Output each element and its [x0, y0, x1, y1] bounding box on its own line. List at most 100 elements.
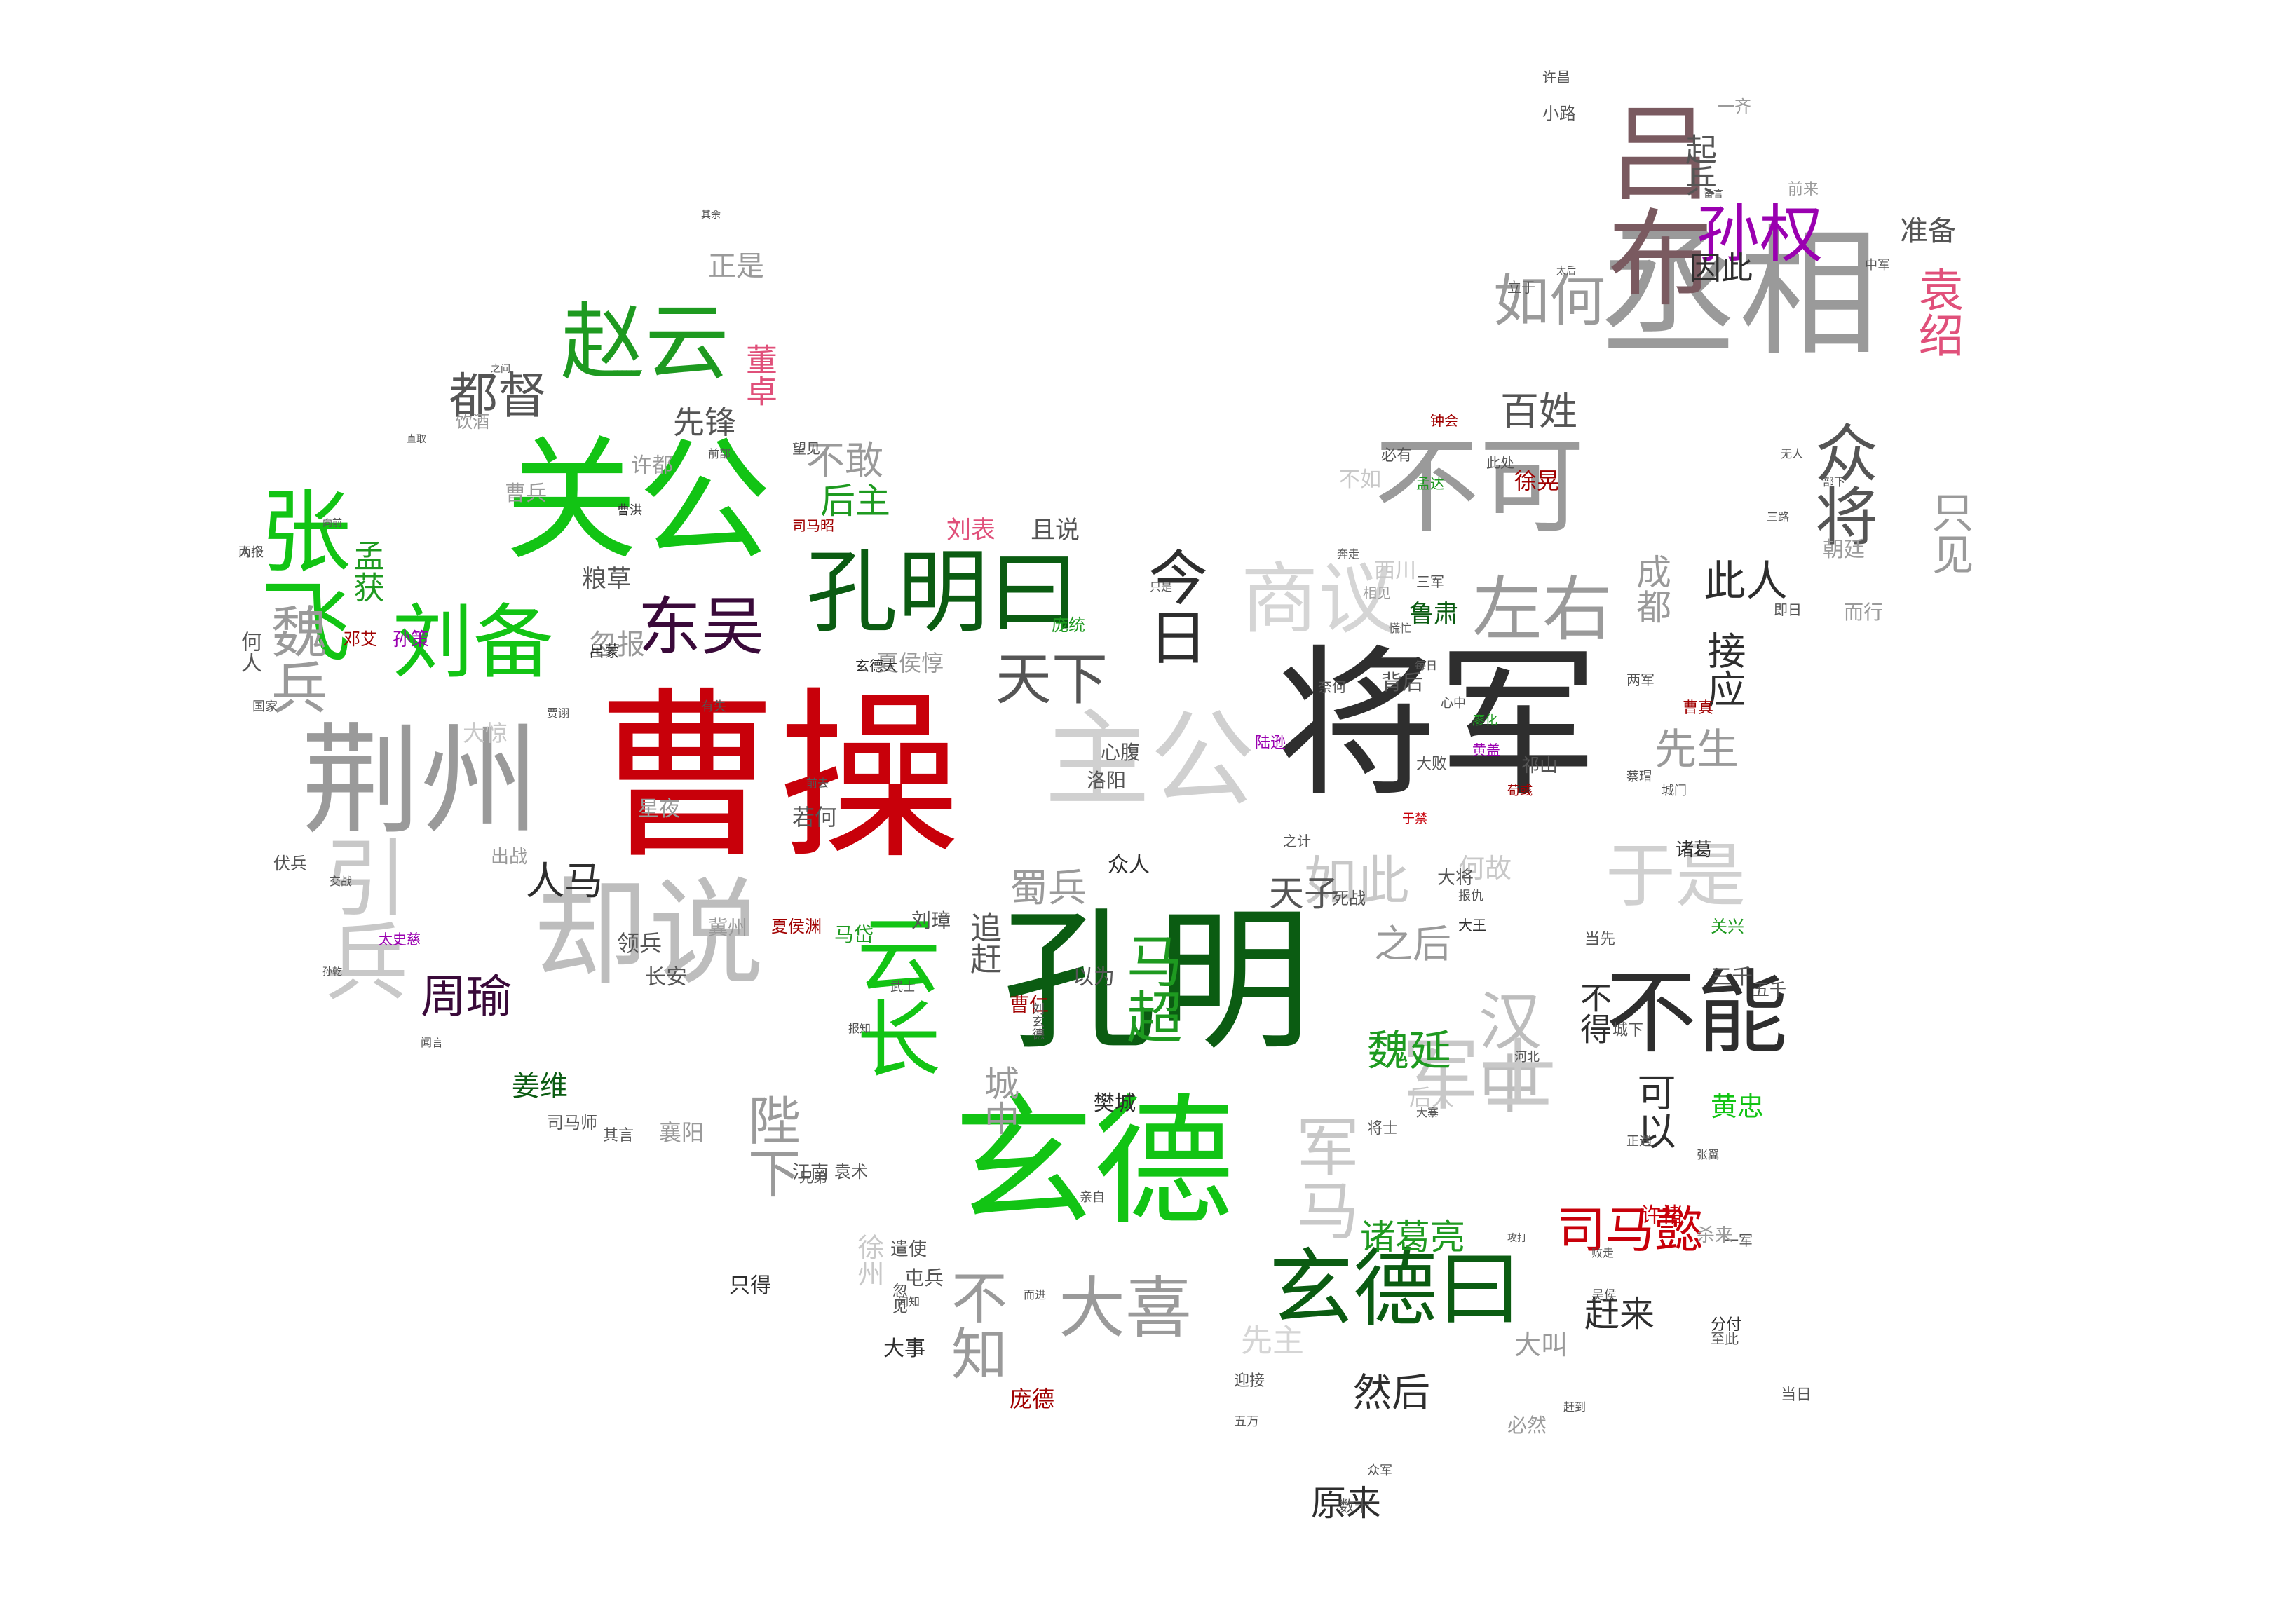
word-cloud-word: 追赶 — [965, 911, 1002, 974]
word-cloud-word: 许昌 — [1542, 69, 1570, 86]
word-cloud-word: 如此 — [1304, 850, 1410, 912]
word-cloud-word: 闻知 — [897, 1295, 921, 1309]
word-cloud-word: 百姓 — [1500, 389, 1578, 434]
word-cloud-word: 出战 — [491, 847, 528, 868]
word-cloud-word: 曹仁 — [1010, 993, 1049, 1016]
word-cloud-word: 刘备 — [393, 596, 555, 690]
word-cloud-word: 五千 — [1753, 980, 1786, 999]
word-cloud-word: 大寨 — [1416, 1106, 1439, 1119]
word-cloud-word: 大惊 — [463, 720, 508, 746]
word-cloud-word: 然后 — [1353, 1370, 1431, 1415]
word-cloud-word: 伏兵 — [273, 854, 307, 873]
word-cloud-word: 城中 — [979, 1065, 1019, 1135]
word-cloud-word: 蔡瑁 — [1626, 770, 1652, 784]
word-cloud-word: 心腹 — [1101, 741, 1141, 764]
word-cloud-word: 孙策 — [393, 629, 430, 650]
word-cloud-word: 饮酒 — [456, 412, 489, 432]
word-cloud-word: 城下 — [1612, 1022, 1644, 1039]
word-cloud-word: 只得 — [729, 1273, 771, 1298]
word-cloud-word: 夏侯惇 — [876, 650, 944, 676]
word-cloud-word: 人报 — [238, 545, 264, 560]
word-cloud-word: 心中 — [1441, 696, 1466, 711]
word-cloud-word: 先主 — [1241, 1322, 1305, 1359]
word-cloud-word: 许褚 — [1641, 1203, 1683, 1228]
word-cloud-word: 三路 — [1767, 510, 1790, 524]
word-cloud-word: 曹操 — [596, 672, 960, 884]
word-cloud-word: 其言 — [603, 1127, 634, 1145]
word-cloud-word: 必然 — [1507, 1414, 1547, 1437]
word-cloud-word: 司马师 — [547, 1113, 597, 1133]
word-cloud-word: 孔明 — [1003, 892, 1312, 1071]
word-cloud-word: 张翼 — [1697, 1148, 1720, 1161]
word-cloud-word: 报知 — [848, 1022, 871, 1035]
word-cloud-word: 小路 — [1542, 104, 1576, 123]
word-cloud-word: 遣使 — [890, 1239, 928, 1260]
word-cloud-word: 正是 — [708, 250, 764, 282]
word-cloud-word: 引兵 — [309, 834, 407, 1002]
word-cloud-word: 夏侯渊 — [771, 917, 822, 936]
word-cloud-word: 襄阳 — [659, 1119, 705, 1146]
word-cloud-word: 左右 — [1472, 568, 1612, 650]
word-cloud-word: 攻打 — [1507, 1233, 1527, 1244]
word-cloud-word: 孔明曰 — [806, 539, 1080, 645]
word-cloud-word: 庞德 — [1010, 1386, 1055, 1412]
word-cloud-word: 而进 — [1024, 1288, 1047, 1302]
word-cloud-word: 周瑜 — [421, 971, 512, 1023]
word-cloud-word: 东吴 — [638, 590, 764, 664]
word-cloud-word: 军士 — [1402, 1031, 1556, 1121]
word-cloud-word: 朝廷 — [1823, 538, 1865, 562]
word-cloud-word: 奔走 — [1337, 547, 1360, 561]
word-cloud-word: 今日 — [1138, 547, 1207, 666]
word-cloud-word: 亲自 — [1080, 1190, 1105, 1205]
word-cloud-word: 天下 — [996, 647, 1108, 712]
word-cloud-word: 马超 — [1118, 932, 1183, 1044]
word-cloud-word: 领兵 — [617, 930, 663, 957]
word-cloud-word: 先锋 — [673, 404, 737, 441]
word-cloud-word: 曹兵 — [505, 481, 547, 506]
word-cloud-word: 之计 — [1283, 833, 1311, 849]
word-cloud-word: 先生 — [1655, 725, 1739, 774]
word-cloud-word: 将军 — [1276, 631, 1599, 819]
word-cloud-word: 丞相 — [1598, 212, 1880, 376]
word-cloud-word: 五万 — [1234, 1414, 1259, 1429]
word-cloud-word: 不敢 — [806, 438, 884, 483]
word-cloud-word: 玄德 — [953, 1081, 1235, 1245]
word-cloud-word: 当日 — [1781, 1386, 1812, 1404]
word-cloud-word: 慌忙 — [1389, 622, 1412, 635]
word-cloud-word: 必有 — [1381, 447, 1413, 465]
word-cloud-word: 邓艾 — [344, 629, 377, 649]
word-cloud-word: 中军 — [1865, 258, 1890, 273]
word-cloud-word: 何故 — [1458, 853, 1512, 884]
word-cloud-word: 众人 — [1108, 853, 1150, 877]
word-cloud-word: 数十 — [1339, 1498, 1371, 1516]
word-cloud-word: 两军 — [1626, 671, 1655, 688]
word-cloud-word: 天子 — [1269, 873, 1339, 914]
word-cloud-word: 不得 — [1575, 981, 1612, 1044]
word-cloud-word: 陆逊 — [1255, 735, 1286, 752]
word-cloud-word: 司马懿 — [1556, 1201, 1704, 1259]
word-cloud-word: 不知 — [942, 1269, 1007, 1381]
word-cloud-word: 刘璋 — [911, 909, 951, 932]
word-cloud-word: 闻言 — [421, 1036, 444, 1049]
word-cloud-word: 许都 — [631, 453, 673, 478]
word-cloud-word: 曹洪 — [617, 503, 642, 518]
word-cloud-word: 军马 — [1285, 1114, 1359, 1241]
word-cloud-word: 玄德曰 — [1269, 1241, 1521, 1338]
word-cloud-word: 魏延 — [1367, 1027, 1451, 1076]
word-cloud-word: 将士 — [1367, 1120, 1399, 1138]
word-cloud-word: 备言 — [1704, 189, 1723, 200]
word-cloud-word: 不可 — [1374, 426, 1585, 548]
word-cloud-word: 袁绍 — [1910, 266, 1963, 357]
word-cloud-word: 死战 — [1332, 889, 1366, 908]
word-cloud-word: 之后 — [1374, 922, 1452, 966]
word-cloud-word: 何人 — [237, 631, 261, 673]
word-cloud-word: 吕布 — [1590, 98, 1712, 308]
word-cloud-word: 大事 — [883, 1337, 925, 1361]
word-cloud-word: 樊城 — [1094, 1091, 1136, 1116]
word-cloud-word: 西川 — [1374, 559, 1416, 583]
word-cloud-word: 徐晃 — [1514, 467, 1560, 494]
word-cloud-word: 屯兵 — [904, 1266, 944, 1290]
word-cloud-word: 人马 — [526, 859, 604, 903]
word-cloud-word: 大王 — [1458, 917, 1486, 934]
word-cloud-word: 只见 — [1924, 491, 1974, 575]
